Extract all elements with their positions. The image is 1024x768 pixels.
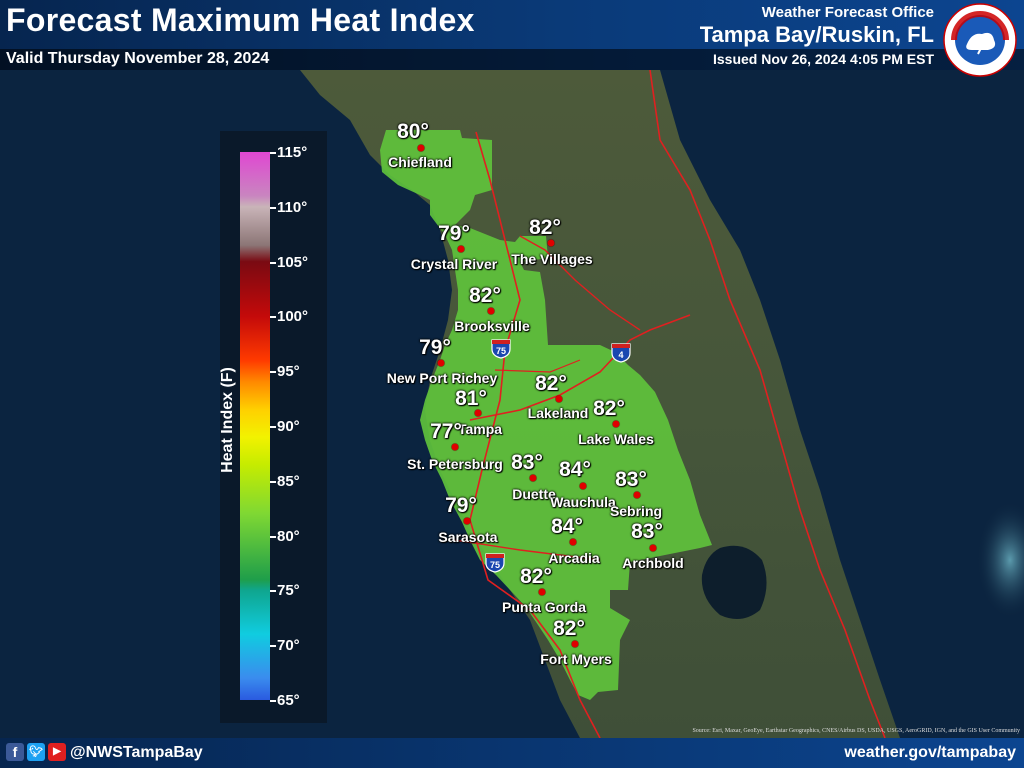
city-name: Wauchula: [550, 494, 616, 510]
city-dot: [612, 420, 620, 428]
city-heat-index: 82°: [553, 617, 585, 640]
city-heat-index: 82°: [529, 216, 561, 239]
city-name: Arcadia: [548, 550, 600, 566]
map-source-credit: Source: Esri, Maxar, GeoEye, Earthstar G…: [692, 728, 1020, 734]
legend-tick-mark: [270, 426, 276, 428]
header-subbar: [0, 49, 1024, 70]
city-dot: [457, 245, 465, 253]
city-heat-index: 82°: [469, 284, 501, 307]
city-heat-index: 82°: [593, 397, 625, 420]
city-heat-index: 83°: [631, 520, 663, 543]
heat-index-shading: [380, 130, 712, 700]
city-name: Crystal River: [410, 256, 498, 272]
office-label: Weather Forecast Office: [761, 4, 934, 21]
legend-tick-mark: [270, 480, 276, 483]
heat-index-color-scale: [240, 152, 270, 700]
city-dot: [529, 474, 537, 482]
city-heat-index: 79°: [445, 494, 477, 517]
city-dot: [451, 443, 459, 451]
city-dot: [417, 144, 425, 152]
city-heat-index: 83°: [615, 468, 647, 491]
legend-tick-mark: [270, 261, 276, 264]
issued-time: Issued Nov 26, 2024 4:05 PM EST: [713, 51, 934, 67]
nws-logo[interactable]: [942, 2, 1018, 78]
legend-tick-mark: [270, 206, 276, 209]
interstate-4-label: 4: [618, 350, 623, 360]
legend-tick-mark: [270, 535, 276, 538]
city-dot: [555, 395, 563, 403]
interstate-75-shield: 75: [491, 339, 511, 359]
city-name: Sarasota: [438, 529, 498, 545]
legend-tick-label: 100°: [277, 308, 309, 326]
city-dot: [463, 517, 471, 525]
legend-tick-mark: [270, 645, 276, 648]
city-heat-index: 82°: [535, 372, 567, 395]
twitter-icon[interactable]: 🐦︎: [27, 743, 45, 761]
city-name: Tampa: [457, 421, 503, 437]
city-heat-index: 77°: [430, 420, 462, 443]
city-heat-index: 84°: [559, 458, 591, 481]
legend-tick-mark: [270, 371, 276, 374]
interstate-75-label: 75: [496, 346, 506, 356]
legend-tick-mark: [270, 590, 276, 593]
city-heat-index: 79°: [419, 336, 451, 359]
city-name: Lakeland: [527, 405, 589, 421]
city-heat-index: 82°: [520, 565, 552, 588]
footer-bar: [0, 738, 1024, 768]
office-name: Tampa Bay/Ruskin, FL: [699, 22, 934, 47]
city-dot: [579, 482, 587, 490]
legend-tick-label: 105°: [277, 253, 309, 271]
legend-tick-mark: [270, 316, 276, 319]
city-dot: [571, 640, 579, 648]
city-name: The Villages: [511, 251, 593, 267]
city-dot: [633, 491, 641, 499]
city-dot: [437, 359, 445, 367]
city-dot: [474, 409, 482, 417]
legend-tick-label: 80°: [277, 527, 300, 545]
legend-tick-label: 85°: [277, 472, 300, 490]
city-name: Fort Myers: [540, 651, 612, 667]
city-dot: [538, 588, 546, 596]
city-dot: [547, 239, 555, 247]
legend-tick-mark: [270, 152, 276, 154]
interstate-4-shield: 4: [611, 343, 631, 363]
city-dot: [487, 307, 495, 315]
page-title: Forecast Maximum Heat Index: [6, 2, 475, 38]
city-name: Lake Wales: [578, 431, 654, 447]
youtube-icon[interactable]: ▶: [48, 743, 66, 761]
city-heat-index: 81°: [455, 387, 487, 410]
valid-date: Valid Thursday November 28, 2024: [6, 50, 270, 67]
legend-tick-label: 90°: [277, 418, 300, 435]
city-dot: [569, 538, 577, 546]
legend-tick-label: 70°: [277, 637, 300, 655]
facebook-icon[interactable]: f: [6, 743, 24, 761]
city-heat-index: 80°: [397, 120, 429, 143]
city-heat-index: 79°: [438, 222, 470, 245]
legend-tick-label: 95°: [277, 363, 300, 381]
city-dot: [649, 544, 657, 552]
city-name: Brooksville: [454, 318, 530, 334]
city-name: Archbold: [622, 555, 684, 571]
city-name: Punta Gorda: [501, 599, 587, 615]
city-name: Duette: [512, 486, 556, 502]
lake-okeechobee: [701, 545, 767, 619]
legend-tick-mark: [270, 700, 276, 702]
legend-tick-label: 110°: [277, 198, 308, 216]
city-heat-index: 83°: [511, 451, 543, 474]
legend-tick-label: 115°: [277, 144, 308, 161]
interstate-75-south-label: 75: [490, 560, 500, 570]
legend-tick-label: 65°: [277, 692, 300, 709]
city-name: St. Petersburg: [407, 456, 503, 472]
city-name: New Port Richey: [386, 370, 498, 386]
city-name: Sebring: [609, 503, 663, 519]
website-link[interactable]: weather.gov/tampabay: [844, 744, 1016, 761]
city-name: Chiefland: [388, 154, 452, 170]
legend-title: Heat Index (F): [219, 367, 236, 473]
social-handle[interactable]: @NWSTampaBay: [70, 744, 203, 761]
interstate-75-south-shield: 75: [485, 553, 505, 573]
city-heat-index: 84°: [551, 515, 583, 538]
legend-tick-label: 75°: [277, 582, 300, 600]
